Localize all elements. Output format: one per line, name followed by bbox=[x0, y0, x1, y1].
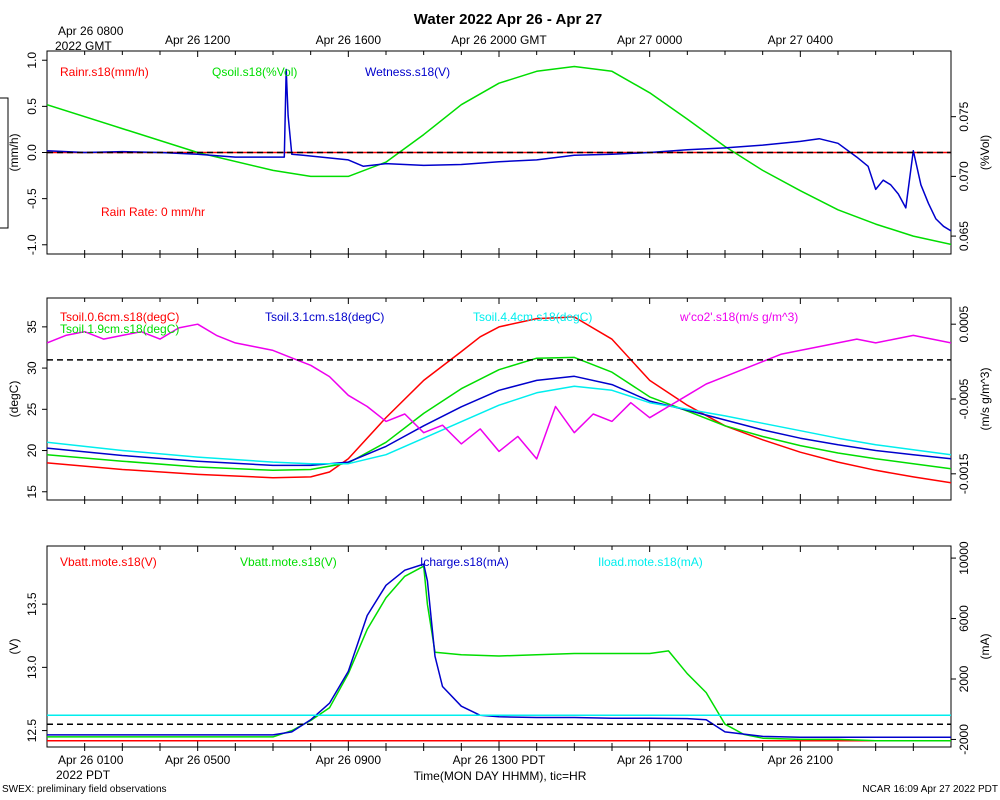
bottom-axis-corner-line2: 2022 PDT bbox=[56, 768, 111, 782]
legend-entry: Wetness.s18(V) bbox=[365, 65, 450, 79]
legend-entry: Vbatt.mote.s18(V) bbox=[240, 555, 337, 569]
plot-area bbox=[47, 65, 951, 246]
series-line-w-co2-s18-m-s-g-m-3- bbox=[47, 323, 951, 460]
legend-entry: Qsoil.s18(%Vol) bbox=[212, 65, 297, 79]
bottom-axis-tick-label: Apr 26 0900 bbox=[316, 753, 382, 767]
left-margin-bracket bbox=[0, 97, 9, 229]
series-line-tsoil-4-4cm-s18-degc- bbox=[47, 385, 951, 465]
footer-left: SWEX: preliminary field observations bbox=[2, 784, 167, 795]
top-axis-tick-label: Apr 27 0000 bbox=[617, 33, 683, 47]
y-axis-label: (mm/h) bbox=[7, 134, 21, 172]
y-tick-label: 1.0 bbox=[25, 52, 39, 69]
legend-entry: Icharge.s18(mA) bbox=[420, 555, 509, 569]
series-line-vbatt-mote-s18-v- bbox=[47, 565, 951, 742]
y-tick-label: 25 bbox=[25, 402, 39, 416]
x-axis-label: Time(MON DAY HHMM), tic=HR bbox=[414, 769, 587, 783]
legend-entry: Vbatt.mote.s18(V) bbox=[60, 555, 157, 569]
chart-panels: -1.0 -0.5 0.0 0.5 1.0 (mm/h) 0.065 0.070 0.075 (%… bbox=[7, 50, 992, 755]
bottom-axis-tick-label: Apr 26 2100 bbox=[768, 753, 834, 767]
y-axis-label: (degC) bbox=[7, 381, 21, 418]
y-tick-label: 30 bbox=[25, 361, 39, 375]
plot-area bbox=[47, 316, 951, 484]
y-tick-label-right: 2000 bbox=[957, 665, 971, 692]
series-line-qsoil-s18-vol- bbox=[47, 65, 951, 246]
y-tick-label-right: 6000 bbox=[957, 605, 971, 632]
top-axis-tick-label: Apr 26 2000 GMT bbox=[451, 33, 547, 47]
y-tick-label-right: -0.0015 bbox=[957, 453, 971, 494]
legend-entry: Tsoil.3.1cm.s18(degC) bbox=[265, 310, 384, 324]
bottom-axis-corner-line1: Apr 26 0100 bbox=[58, 753, 124, 767]
top-axis-tick-label: Apr 27 0400 bbox=[768, 33, 834, 47]
panel-battery-charge-load: 12.5 13.0 13.5 (V) -2000 2000 6000 10000 (mA) Vba… bbox=[7, 541, 992, 755]
series-line-wetness-s18-v- bbox=[47, 68, 951, 232]
series-line-tsoil-0-6cm-s18-degc- bbox=[47, 316, 951, 484]
legend-entry: Tsoil.0.6cm.s18(degC) bbox=[60, 310, 179, 324]
y-tick-label-right: 0.075 bbox=[957, 101, 971, 131]
y-tick-label-right: 0.065 bbox=[957, 221, 971, 251]
y-tick-label: 35 bbox=[25, 320, 39, 334]
panel-soil-temperature-co2-flux: 15 20 25 30 35 (degC) -0.0015 -0.0005 0.0005 (m/s… bbox=[7, 297, 992, 504]
bottom-axis-tick-label: Apr 26 1300 PDT bbox=[453, 753, 546, 767]
bottom-axis-tick-label: Apr 26 0500 bbox=[165, 753, 231, 767]
figure-title: Water 2022 Apr 26 - Apr 27 bbox=[414, 11, 602, 28]
y-tick-label-right: -2000 bbox=[957, 724, 971, 755]
panel-rain-wetness-qsoil: -1.0 -0.5 0.0 0.5 1.0 (mm/h) 0.065 0.070 0.075 (%… bbox=[7, 50, 992, 258]
y-tick-label-right: -0.0005 bbox=[957, 378, 971, 419]
y-tick-label: -1.0 bbox=[25, 234, 39, 255]
top-axis: Apr 26 1200 Apr 26 1600 Apr 26 2000 GMT Apr… bbox=[165, 33, 833, 47]
legend-entry: w'co2'.s18(m/s g/m^3) bbox=[679, 310, 798, 324]
y-tick-label: -0.5 bbox=[25, 188, 39, 209]
y-tick-label-right: 0.070 bbox=[957, 161, 971, 191]
series-line-tsoil-1-9cm-s18-degc- bbox=[47, 356, 951, 472]
legend-entry: Rainr.s18(mm/h) bbox=[60, 65, 149, 79]
y-tick-label: 13.0 bbox=[25, 655, 39, 679]
legend-entry: Tsoil.4.4cm.s18(degC) bbox=[473, 310, 592, 324]
y-axis-label-right: (mA) bbox=[978, 634, 992, 660]
top-axis-tick-label: Apr 26 1600 bbox=[316, 33, 382, 47]
legend-entry: Iload.mote.s18(mA) bbox=[598, 555, 703, 569]
series-line-tsoil-3-1cm-s18-degc- bbox=[47, 375, 951, 467]
y-tick-label: 15 bbox=[25, 485, 39, 499]
top-axis-corner-line1: Apr 26 0800 bbox=[58, 24, 124, 38]
bottom-axis-tick-label: Apr 26 1700 bbox=[617, 753, 683, 767]
bottom-axis: Apr 26 0500 Apr 26 0900 Apr 26 1300 PDT Apr… bbox=[165, 753, 833, 767]
y-tick-label-right: 10000 bbox=[957, 541, 971, 575]
legend-entry: Tsoil.1.9cm.s18(degC) bbox=[60, 322, 179, 336]
y-axis-label-right: (m/s g/m^3) bbox=[978, 368, 992, 431]
y-tick-label: 0.0 bbox=[25, 144, 39, 161]
y-tick-label: 0.5 bbox=[25, 98, 39, 115]
y-tick-label: 20 bbox=[25, 444, 39, 458]
footer-right: NCAR 16:09 Apr 27 2022 PDT bbox=[862, 784, 998, 795]
top-axis-tick-label: Apr 26 1200 bbox=[165, 33, 231, 47]
y-tick-label: 13.5 bbox=[25, 592, 39, 616]
y-tick-label: 12.5 bbox=[25, 719, 39, 743]
y-axis-label: (V) bbox=[7, 639, 21, 655]
y-tick-label-right: 0.0005 bbox=[957, 306, 971, 343]
top-axis-corner-line2: 2022 GMT bbox=[55, 39, 112, 53]
annotation-rain-rate: Rain Rate: 0 mm/hr bbox=[101, 205, 205, 219]
plot-area bbox=[47, 563, 951, 742]
y-axis-label-right: (%Vol) bbox=[978, 135, 992, 170]
